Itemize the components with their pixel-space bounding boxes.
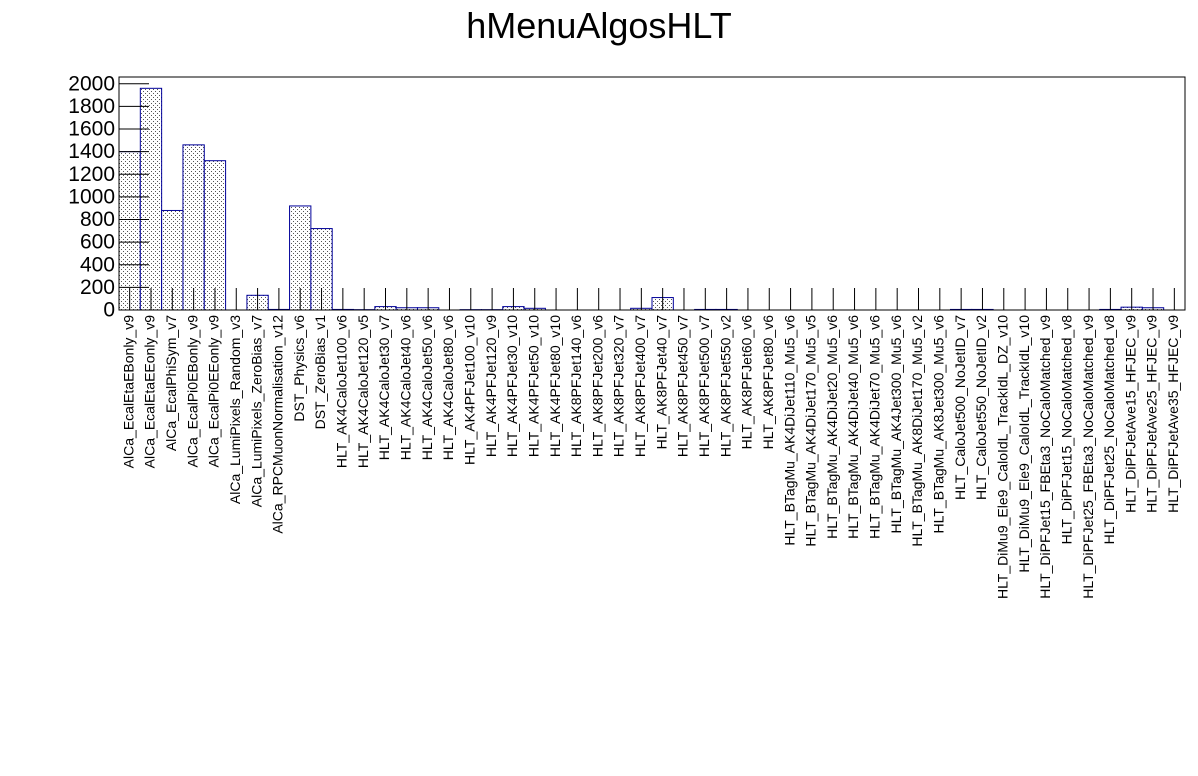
x-tick-label: AlCa_EcalEtaEEonly_v9 <box>142 315 158 469</box>
y-tick-label: 1000 <box>68 185 115 208</box>
x-tick-label: HLT_DiPFJet15_NoCaloMatched_v8 <box>1058 315 1074 545</box>
x-tick-label: HLT_CaloJet500_NoJetID_v7 <box>952 315 968 500</box>
chart-title: hMenuAlgosHLT <box>466 5 731 46</box>
x-tick-label: HLT_BTagMu_AK8Jet300_Mu5_v6 <box>931 315 947 534</box>
x-tick-label: HLT_DiPFJet15_FBEta3_NoCaloMatched_v9 <box>1037 315 1053 599</box>
x-tick-label: HLT_AK4PFJet80_v10 <box>547 315 563 457</box>
y-tick-label: 1200 <box>68 163 115 186</box>
x-tick-label: DST_Physics_v6 <box>291 315 307 422</box>
x-tick-label: HLT_AK8PFJet40_v7 <box>653 315 669 450</box>
bar <box>182 144 205 311</box>
bar <box>118 151 141 311</box>
x-tick-label: HLT_DiPFJetAve15_HFJEC_v9 <box>1122 315 1138 513</box>
x-tick-label: HLT_AK8PFJet80_v6 <box>760 315 776 450</box>
x-tick-label: HLT_BTagMu_AK4DiJet20_Mu5_v6 <box>824 315 840 539</box>
bar <box>139 87 163 311</box>
x-tick-label: HLT_AK8PFJet60_v6 <box>739 315 755 450</box>
x-tick-label: HLT_AK4CaloJet40_v6 <box>398 315 414 460</box>
bar <box>203 160 227 311</box>
x-tick-label: DST_ZeroBias_v1 <box>312 315 328 430</box>
x-tick-label: HLT_AK8PFJet320_v7 <box>611 315 627 457</box>
x-tick-label: HLT_BTagMu_AK4DiJet170_Mu5_v5 <box>803 315 819 547</box>
y-tick-label: 2000 <box>68 72 115 95</box>
x-tick-label: HLT_BTagMu_AK4DiJet40_Mu5_v6 <box>845 315 861 539</box>
y-tick-label: 400 <box>80 253 115 276</box>
y-tick-label: 600 <box>80 231 115 254</box>
x-tick-label: HLT_AK4CaloJet80_v6 <box>440 315 456 460</box>
x-tick-label: HLT_DiPFJet25_FBEta3_NoCaloMatched_v9 <box>1080 315 1096 599</box>
x-tick-label: HLT_AK4CaloJet30_v7 <box>376 315 392 460</box>
x-tick-label: AlCa_LumiPixels_Random_v3 <box>227 315 243 504</box>
x-tick-label: HLT_AK4CaloJet100_v6 <box>334 315 350 468</box>
x-tick-label: AlCa_RPCMuonNormalisation_v12 <box>270 315 286 534</box>
x-tick-label: HLT_BTagMu_AK8DiJet170_Mu5_v2 <box>909 315 925 547</box>
x-tick-label: HLT_BTagMu_AK4DiJet70_Mu5_v6 <box>867 315 883 539</box>
x-tick-label: HLT_AK8PFJet500_v7 <box>696 315 712 457</box>
x-tick-label: AlCa_EcalEtaEBonly_v9 <box>120 315 136 469</box>
x-tick-label: HLT_AK8PFJet140_v6 <box>568 315 584 457</box>
x-tick-label: HLT_AK8PFJet450_v7 <box>675 315 691 457</box>
y-tick-label: 800 <box>80 208 115 231</box>
x-tick-label: AlCa_EcalPhiSym_v7 <box>163 315 179 451</box>
x-tick-label: HLT_AK4PFJet50_v10 <box>525 315 541 457</box>
y-tick-label: 200 <box>80 276 115 299</box>
x-tick-label: HLT_DiMu9_Ele9_CaloIdL_TrackIdL_v10 <box>1016 315 1032 573</box>
x-tick-label: HLT_AK4CaloJet50_v6 <box>419 315 435 460</box>
x-tick-label: HLT_AK4PFJet30_v10 <box>504 315 520 457</box>
x-tick-label: HLT_CaloJet550_NoJetID_v2 <box>973 315 989 500</box>
y-tick-label: 1800 <box>68 95 115 118</box>
x-tick-label: AlCa_LumiPixels_ZeroBias_v7 <box>248 315 264 507</box>
x-tick-label: HLT_BTagMu_AK4Jet300_Mu5_v6 <box>888 315 904 534</box>
x-tick-label: AlCa_EcalPi0EEonly_v9 <box>206 315 222 468</box>
plot-frame <box>118 76 1186 311</box>
x-tick-label: HLT_AK4PFJet120_v9 <box>483 315 499 457</box>
y-tick-label: 1600 <box>68 118 115 141</box>
x-tick-label: HLT_AK4CaloJet120_v5 <box>355 315 371 468</box>
x-tick-label: HLT_AK8PFJet400_v7 <box>632 315 648 457</box>
y-tick-label: 0 <box>103 299 115 322</box>
x-tick-label: HLT_AK8PFJet200_v6 <box>589 315 605 457</box>
x-tick-label: AlCa_EcalPi0EBonly_v9 <box>184 315 200 468</box>
x-tick-label: HLT_DiPFJetAve35_HFJEC_v9 <box>1165 315 1181 513</box>
x-tick-label: HLT_DiPFJetAve25_HFJEC_v9 <box>1144 315 1160 513</box>
x-tick-label: HLT_DiPFJet25_NoCaloMatched_v8 <box>1101 315 1117 545</box>
x-tick-label: HLT_AK8PFJet550_v2 <box>717 315 733 457</box>
x-tick-label: HLT_BTagMu_AK4DiJet110_Mu5_v6 <box>781 315 797 546</box>
y-tick-label: 1400 <box>68 140 115 163</box>
x-tick-label: HLT_AK4PFJet100_v10 <box>461 315 477 465</box>
x-tick-label: HLT_DiMu9_Ele9_CaloIdL_TrackIdL_DZ_v10 <box>994 315 1010 599</box>
